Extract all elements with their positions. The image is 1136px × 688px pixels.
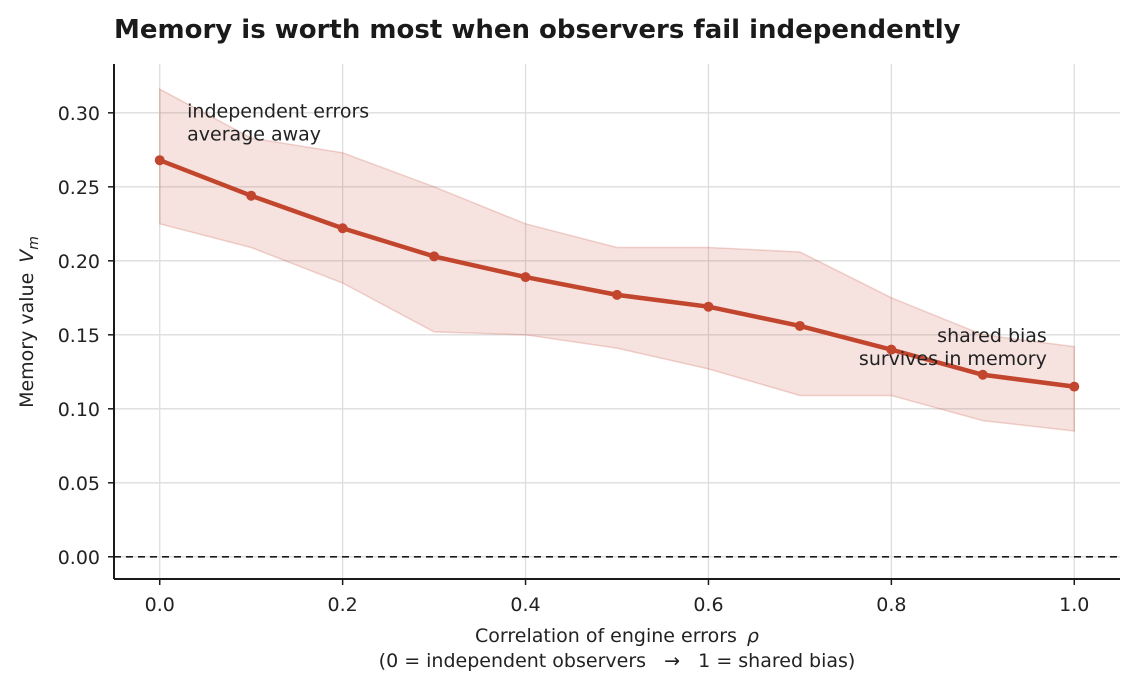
data-point (977, 369, 988, 380)
x-ticks: 0.0 0.2 0.4 0.6 0.8 1.0 (145, 579, 1089, 616)
series (154, 155, 1080, 392)
x-axis-label: Correlation of engine errors ρ (475, 625, 759, 647)
annotation-line: shared bias (937, 325, 1047, 347)
data-point (429, 251, 440, 262)
annotation-line: independent errors (187, 100, 369, 122)
y-axis-symbol-subscript: m (26, 236, 42, 250)
data-point (246, 190, 257, 201)
data-point (886, 344, 897, 355)
data-point (1069, 381, 1080, 392)
data-point (794, 320, 805, 331)
annotation-line: average away (187, 123, 321, 145)
x-axis-symbol: ρ (747, 625, 759, 647)
y-axis-label-text: Memory value (16, 273, 38, 408)
x-tick-label: 0.6 (693, 594, 723, 616)
y-tick-label: 0.15 (58, 325, 100, 347)
y-tick-label: 0.05 (58, 473, 100, 495)
y-tick-label: 0.00 (58, 547, 100, 569)
data-point (337, 223, 348, 234)
x-axis-label-subtitle: (0 = independent observers → 1 = shared … (379, 650, 856, 672)
x-tick-label: 1.0 (1059, 594, 1089, 616)
band-area (158, 87, 1076, 432)
chart-title: Memory is worth most when observers fail… (114, 15, 961, 45)
data-point (703, 301, 714, 312)
data-point (612, 289, 622, 300)
data-point (154, 155, 165, 166)
axes (113, 64, 1120, 580)
data-point (520, 272, 531, 283)
x-tick-label: 0.4 (510, 594, 540, 616)
x-tick-label: 0.0 (145, 594, 175, 616)
x-tick-label: 0.8 (876, 594, 906, 616)
y-axis-symbol: V (16, 248, 38, 263)
annotation-line: survives in memory (859, 348, 1047, 370)
grid (114, 64, 1120, 579)
annotation: independent errors average away (187, 100, 369, 145)
y-ticks: 0.00 0.05 0.10 0.15 0.20 0.25 0.30 (58, 103, 114, 569)
y-axis-label: Memory value Vm (16, 236, 42, 408)
y-tick-label: 0.20 (58, 251, 100, 273)
x-tick-label: 0.2 (328, 594, 358, 616)
y-tick-label: 0.25 (58, 177, 100, 199)
annotation: shared bias survives in memory (859, 325, 1047, 370)
y-tick-label: 0.10 (58, 399, 100, 421)
y-tick-label: 0.30 (58, 103, 100, 125)
annotations: independent errors average away shared bia… (187, 100, 1047, 370)
confidence-band (158, 87, 1076, 432)
x-axis-label-text: Correlation of engine errors (475, 625, 737, 647)
